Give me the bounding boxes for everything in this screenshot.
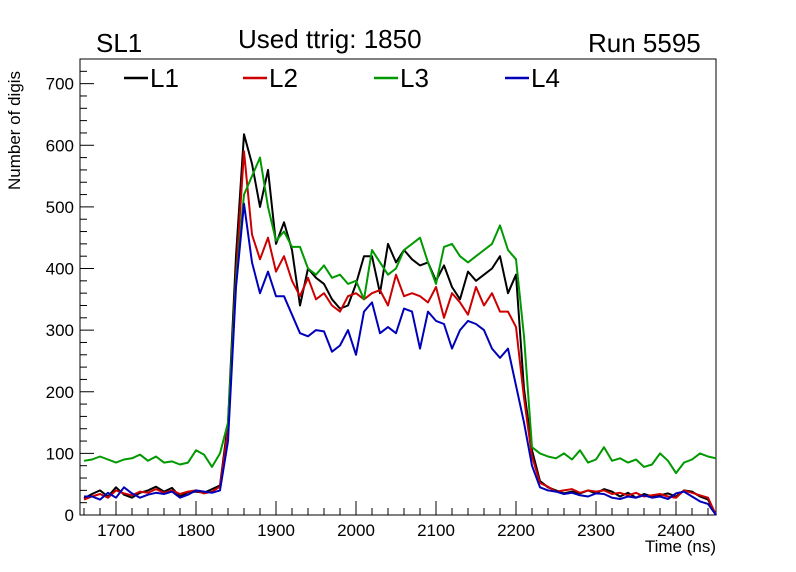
series-line-l4 <box>84 202 717 516</box>
x-tick-label: 1700 <box>97 521 135 540</box>
axes: 0 100 200 300 400 500 600 700 1700 1800 1900 2000 21… <box>46 58 709 540</box>
legend-label-l1: L1 <box>150 63 179 93</box>
series-line-l3 <box>83 156 717 475</box>
x-axis-label: Time (ns) <box>645 537 716 556</box>
plot-frame <box>79 58 717 516</box>
run-number-label: Run 5595 <box>588 28 701 58</box>
legend: L1 L2 L3 L4 <box>124 63 560 93</box>
x-tick-label: 2400 <box>657 521 695 540</box>
legend-label-l2: L2 <box>269 63 298 93</box>
legend-label-l4: L4 <box>531 63 560 93</box>
series-layer <box>83 133 717 516</box>
x-tick-label: 2100 <box>417 521 455 540</box>
legend-label-l3: L3 <box>400 63 429 93</box>
x-tick-label: 2300 <box>577 521 615 540</box>
x-tick-label: 2200 <box>497 521 535 540</box>
y-tick-label: 0 <box>65 506 74 525</box>
y-tick-label: 100 <box>46 444 74 463</box>
chart-title: Used ttrig: 1850 <box>238 24 422 54</box>
x-tick-label: 2000 <box>337 521 375 540</box>
y-tick-label: 500 <box>46 198 74 217</box>
superlayer-label: SL1 <box>96 28 143 58</box>
series-line-l2 <box>83 150 717 516</box>
x-tick-label: 1800 <box>177 521 215 540</box>
y-tick-label: 600 <box>46 136 74 155</box>
y-tick-label: 400 <box>46 260 74 279</box>
y-tick-label: 700 <box>46 75 74 94</box>
y-tick-label: 300 <box>46 321 74 340</box>
y-axis-label: Number of digis <box>5 71 24 190</box>
y-tick-label: 200 <box>46 383 74 402</box>
x-tick-label: 1900 <box>257 521 295 540</box>
